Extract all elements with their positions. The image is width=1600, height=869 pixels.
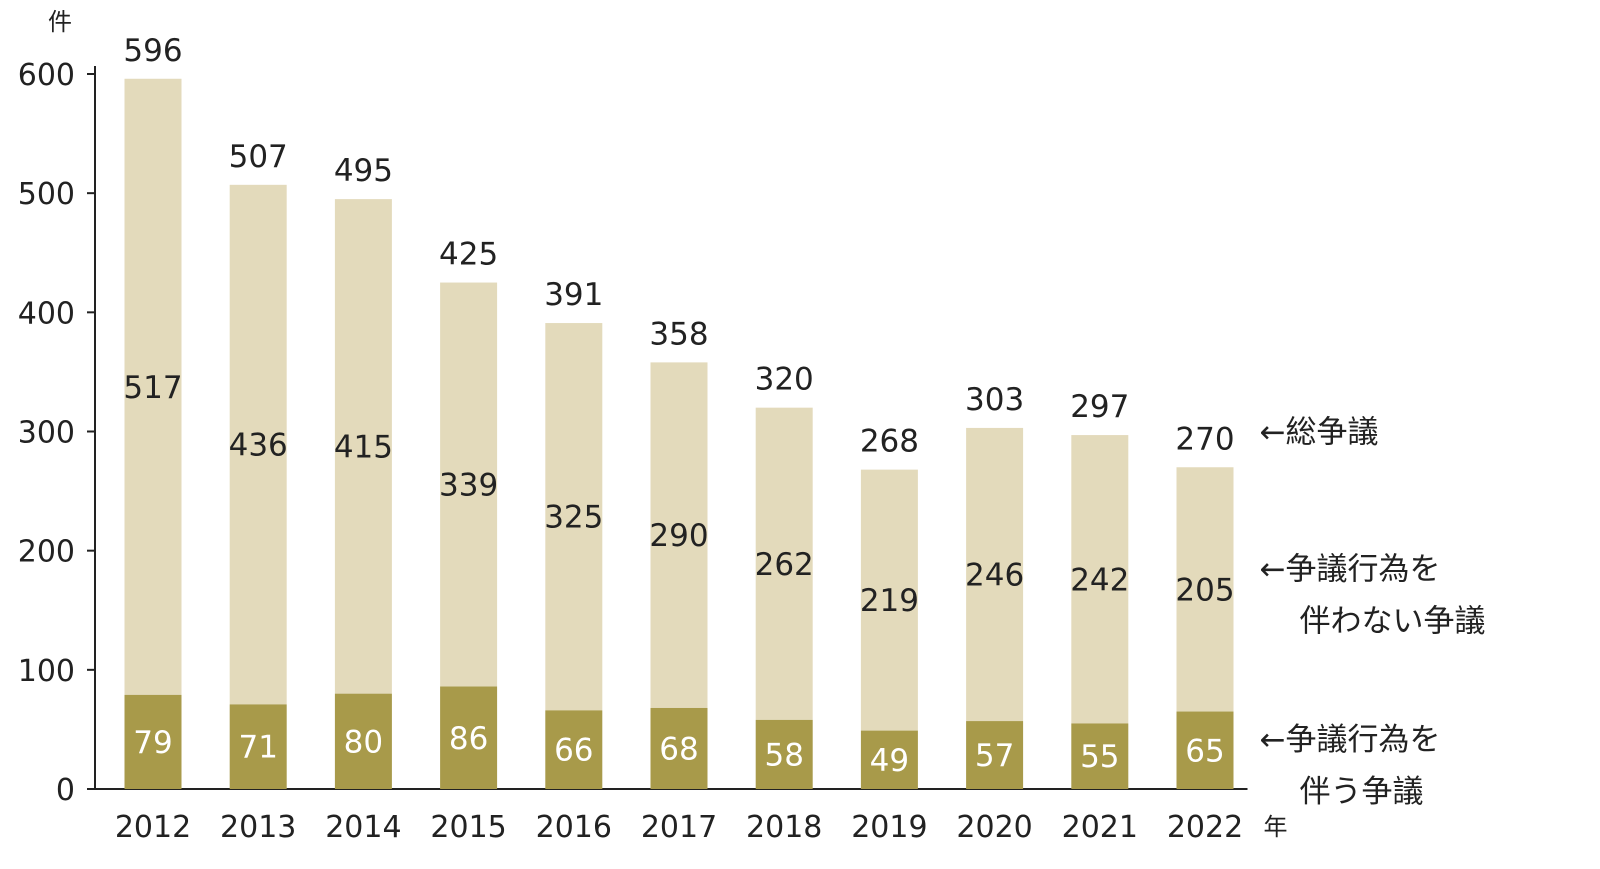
x-unit-label: 年 <box>1264 813 1288 841</box>
bar-segment-lower-label: 86 <box>449 721 488 757</box>
bar-segment-lower-label: 57 <box>975 738 1014 774</box>
bars: 79 517 596 71 436 507 80 415 495 86 339 425 66 325 391… <box>123 33 1235 789</box>
bar-segment-upper-label: 219 <box>860 583 919 619</box>
x-tick-label: 2013 <box>220 810 296 845</box>
bar-total-label: 358 <box>649 316 708 352</box>
bar-segment-lower-label: 49 <box>870 743 909 779</box>
bar-segment-upper <box>966 427 1024 722</box>
bar-segment-upper-label: 205 <box>1175 572 1234 608</box>
bar-segment-lower <box>440 686 498 789</box>
bar-segment-upper-label: 339 <box>439 468 498 504</box>
bar-segment-lower-label: 80 <box>344 724 383 760</box>
y-tick-label: 200 <box>18 535 75 570</box>
y-axis: 0 100 200 300 400 500 600 件 <box>18 8 96 808</box>
x-tick-label: 2020 <box>956 810 1032 845</box>
bar-total-label: 297 <box>1070 389 1129 425</box>
bar-total-label: 270 <box>1175 421 1234 457</box>
bar-segment-lower-label: 58 <box>764 737 803 773</box>
bar-segment-upper <box>860 469 918 731</box>
series-annotation-label: ←争議行為を <box>1260 722 1441 758</box>
bar-segment-lower <box>124 694 182 789</box>
bar-segment-lower-label: 55 <box>1080 739 1119 775</box>
bar-total-label: 268 <box>860 424 919 460</box>
bar-segment-upper <box>1176 467 1234 712</box>
bar-total-label: 596 <box>123 33 182 69</box>
x-tick-label: 2022 <box>1167 810 1243 845</box>
bar-segment-lower <box>860 730 918 789</box>
series-annotation-label: ←争議行為を <box>1260 552 1441 588</box>
bar-total-label: 303 <box>965 382 1024 418</box>
x-tick-label: 2016 <box>536 810 612 845</box>
series-annotation-label: ←総争議 <box>1260 415 1379 451</box>
x-tick-label: 2021 <box>1062 810 1138 845</box>
bar-segment-lower-label: 65 <box>1185 733 1224 769</box>
y-tick-label: 300 <box>18 416 75 451</box>
bar-segment-lower <box>650 707 708 789</box>
bar-segment-upper <box>650 362 708 708</box>
x-tick-label: 2018 <box>746 810 822 845</box>
bar-segment-upper <box>229 184 287 705</box>
bar-segment-lower-label: 66 <box>554 733 593 769</box>
bar-segment-upper-label: 242 <box>1070 562 1129 598</box>
bar-total-label: 495 <box>334 153 393 189</box>
bar-segment-upper-label: 517 <box>123 370 182 406</box>
x-tick-label: 2012 <box>115 810 191 845</box>
bar-segment-upper <box>334 199 392 694</box>
bar-segment-upper-label: 415 <box>334 429 393 465</box>
bar-segment-lower <box>334 693 392 789</box>
bar-segment-upper <box>545 323 603 711</box>
bar-segment-upper <box>124 78 182 695</box>
x-tick-label: 2017 <box>641 810 717 845</box>
bar-segment-lower <box>1071 723 1129 789</box>
y-tick-label: 0 <box>56 773 75 808</box>
bar-segment-lower-label: 68 <box>659 731 698 767</box>
bar-segment-upper-label: 325 <box>544 500 603 536</box>
bar-total-label: 425 <box>439 237 498 273</box>
bar-segment-lower <box>1176 711 1234 789</box>
y-tick-label: 400 <box>18 296 75 331</box>
series-annotation-label: 伴わない争議 <box>1300 604 1486 640</box>
bar-segment-upper <box>1071 435 1129 724</box>
x-tick-label: 2014 <box>325 810 401 845</box>
bar-segment-upper-label: 290 <box>649 518 708 554</box>
y-unit-label: 件 <box>48 8 72 36</box>
bar-segment-upper <box>755 407 813 720</box>
bar-segment-upper-label: 436 <box>229 428 288 464</box>
bar-segment-lower <box>545 710 603 789</box>
bar-total-label: 391 <box>544 277 603 313</box>
bar-total-label: 320 <box>755 362 814 398</box>
y-tick-label: 500 <box>18 177 75 212</box>
bar-segment-lower-label: 71 <box>238 730 277 766</box>
bar-segment-lower <box>966 721 1024 789</box>
bar-segment-upper-label: 262 <box>755 547 814 583</box>
bar-segment-lower-label: 79 <box>133 725 172 761</box>
bar-segment-lower <box>755 719 813 789</box>
x-tick-label: 2019 <box>851 810 927 845</box>
bar-segment-upper-label: 246 <box>965 558 1024 594</box>
bar-total-label: 507 <box>229 139 288 175</box>
bar-segment-lower <box>229 704 287 789</box>
y-tick-label: 600 <box>18 58 75 93</box>
y-tick-label: 100 <box>18 654 75 689</box>
bar-segment-upper <box>440 282 498 687</box>
x-tick-label: 2015 <box>430 810 506 845</box>
series-annotation-label: 伴う争議 <box>1300 774 1424 810</box>
x-axis: 2012 2013 2014 2015 2016 2017 2018 2019 2020 2021… <box>95 788 1288 845</box>
